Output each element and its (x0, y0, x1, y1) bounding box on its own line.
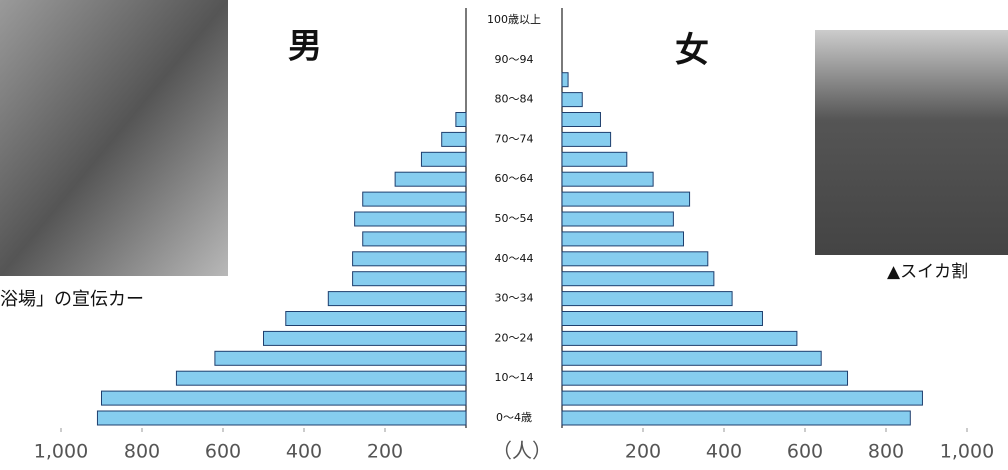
age-label: 20～24 (495, 331, 534, 344)
bar (561, 350, 822, 366)
bar (441, 131, 467, 147)
bar (394, 171, 467, 187)
photo-right (815, 30, 1008, 255)
bar (327, 291, 467, 307)
x-tick-label: 600 (787, 441, 823, 463)
age-label: 30～34 (495, 292, 534, 305)
x-tick-label: 1,000 (34, 441, 88, 463)
bar (561, 131, 612, 147)
bar (354, 211, 467, 227)
x-tick-label: 1,000 (940, 441, 994, 463)
bar (561, 291, 733, 307)
x-axis-label: （人） (492, 439, 552, 463)
age-label: 0～4歳 (496, 411, 532, 424)
bar (561, 112, 601, 127)
bar (214, 350, 467, 366)
x-tick-label: 600 (205, 441, 241, 463)
age-label: 100歳以上 (487, 13, 541, 26)
x-tick-label: 200 (367, 441, 403, 463)
bar (561, 311, 763, 326)
x-tick-label: 400 (286, 441, 322, 463)
bar (561, 211, 674, 227)
age-label: 60～64 (495, 172, 534, 185)
bar (561, 410, 911, 426)
bar (352, 271, 467, 287)
age-label: 90～94 (495, 53, 534, 66)
bar (561, 231, 684, 247)
legend-male: 男 (288, 27, 322, 67)
bar (455, 112, 467, 127)
bar (561, 151, 628, 167)
caption-left: 浴場」の宣伝カー (0, 289, 144, 310)
age-label: 70～74 (495, 132, 534, 145)
bar (96, 410, 467, 426)
bar (561, 72, 569, 88)
bar (561, 390, 923, 406)
bar (561, 251, 709, 267)
age-label: 10～14 (495, 371, 534, 384)
x-tick-label: 200 (625, 441, 661, 463)
bar (175, 370, 467, 386)
caption-right: ▲スイカ割 (887, 262, 968, 282)
legend-female: 女 (675, 31, 709, 71)
x-tick-label: 800 (124, 441, 160, 463)
bar (420, 151, 467, 167)
bar (561, 330, 798, 346)
bar (561, 92, 583, 108)
bar (561, 370, 849, 386)
x-tick-label: 400 (706, 441, 742, 463)
bar (352, 251, 467, 267)
x-tick-label: 800 (868, 441, 904, 463)
bar (362, 231, 467, 247)
bar (561, 191, 691, 207)
age-label: 40～44 (495, 252, 534, 265)
bar (362, 191, 467, 207)
bar (561, 171, 654, 187)
age-label: 80～84 (495, 93, 534, 106)
bar (561, 271, 715, 287)
bar (101, 390, 467, 406)
bar (285, 311, 467, 326)
photo-left (0, 0, 228, 276)
age-label: 50～54 (495, 212, 534, 225)
bar (263, 330, 467, 346)
